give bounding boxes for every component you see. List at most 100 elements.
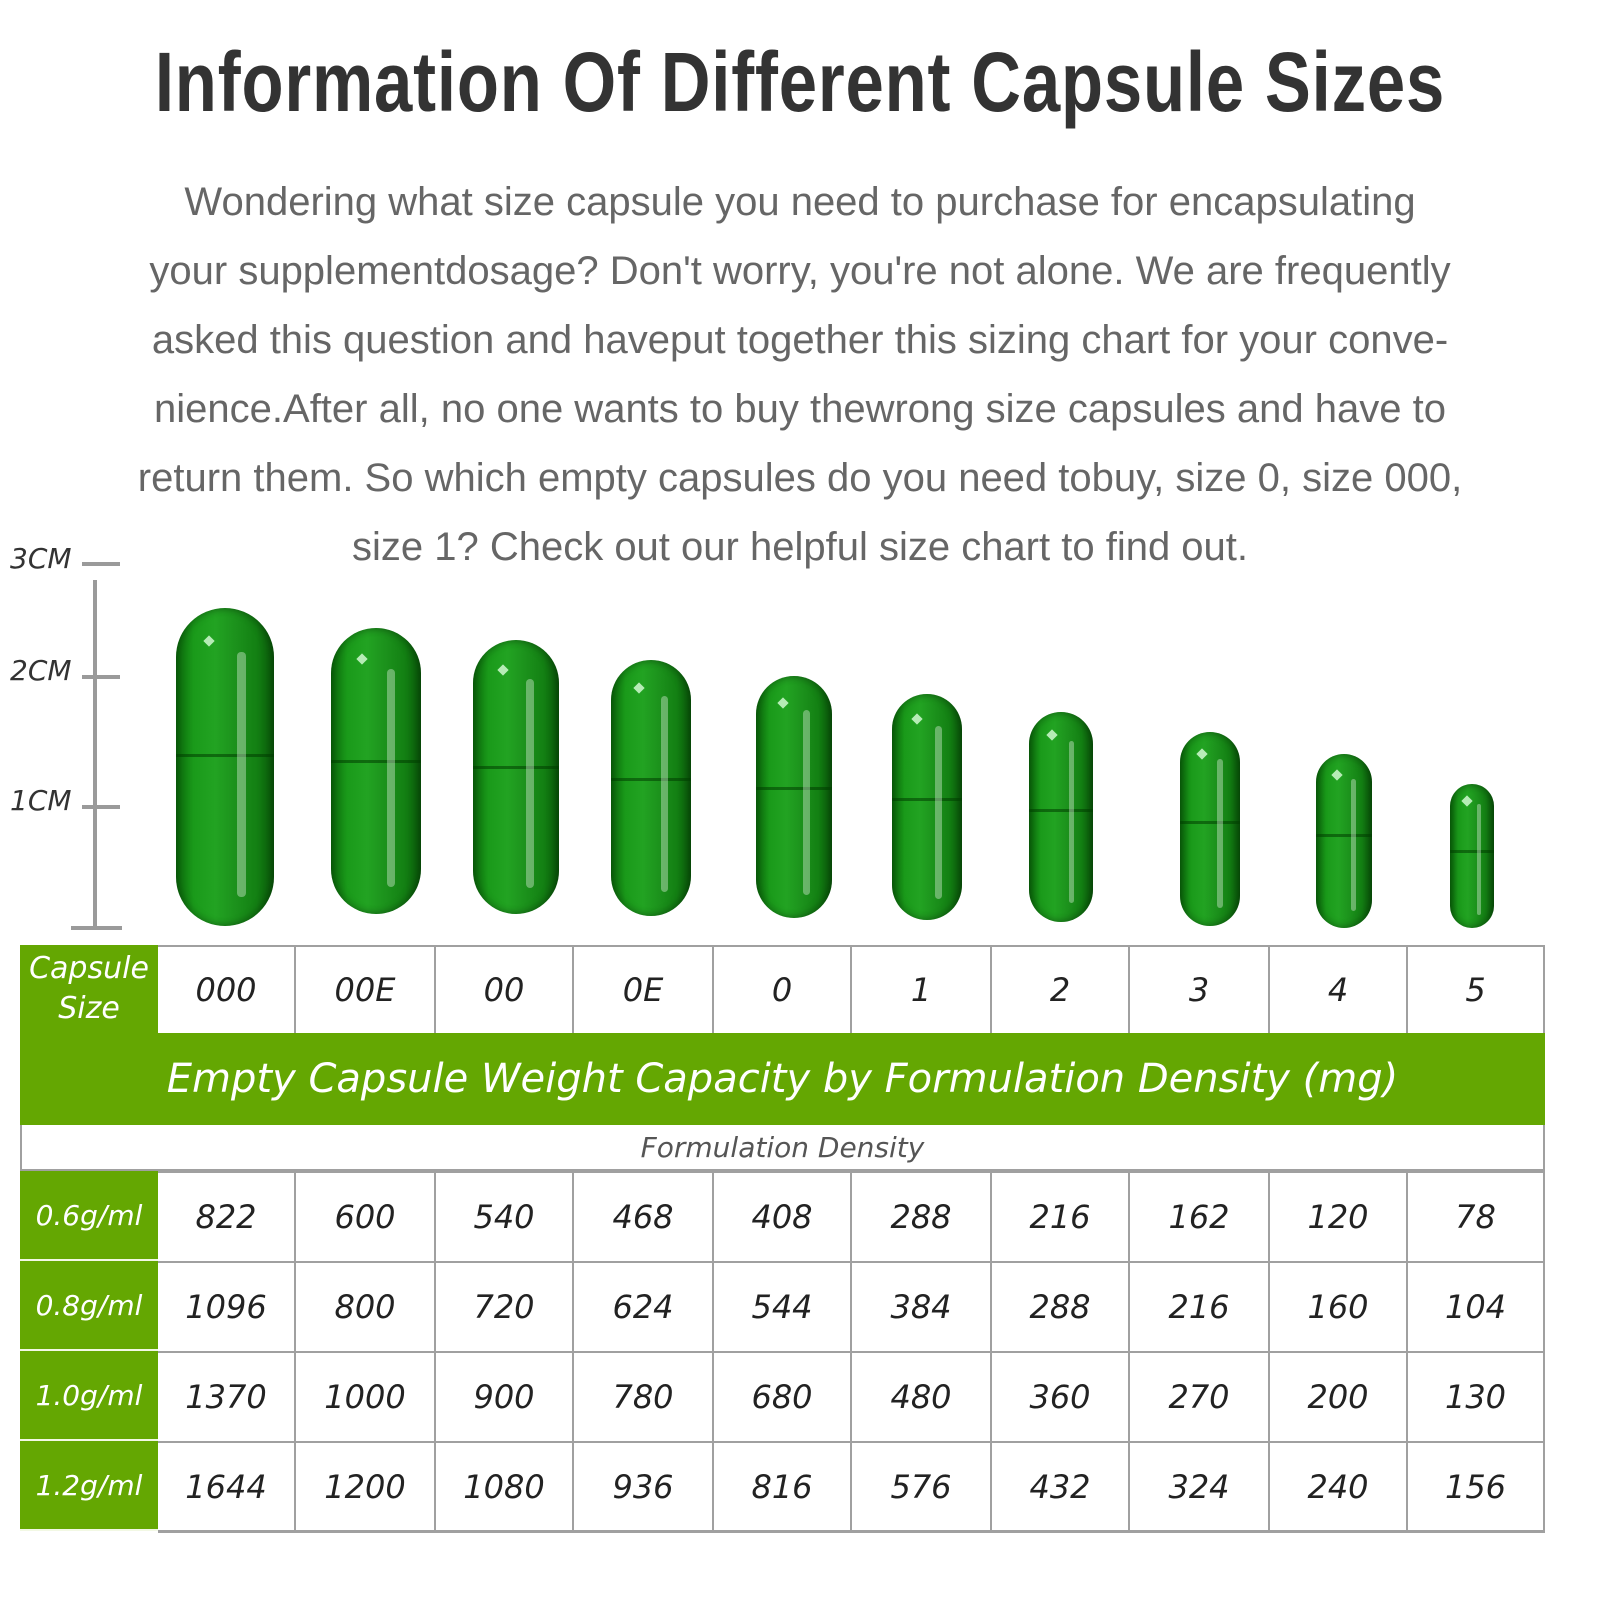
size-cell: 2 [992, 945, 1130, 1033]
capacity-cell: 360 [992, 1351, 1130, 1441]
capsule-glint [356, 653, 368, 665]
ruler-tick-2cm [82, 675, 120, 679]
capacity-cell: 800 [296, 1261, 436, 1351]
capacity-cell: 1000 [296, 1351, 436, 1441]
size-cell: 00E [296, 945, 436, 1033]
capsule-size-row: Capsule Size 000 00E 00 0E 0 1 2 3 4 5 [20, 945, 1545, 1033]
capacity-cell: 780 [574, 1351, 714, 1441]
capsule-size-5 [1450, 784, 1494, 928]
capacity-cell: 162 [1130, 1171, 1270, 1261]
size-cell: 0E [574, 945, 714, 1033]
capsule-glint [497, 664, 509, 676]
capsule-seam [611, 778, 691, 781]
capsule-seam [1450, 850, 1494, 853]
capsule-glint [203, 635, 216, 647]
capacity-cell: 480 [852, 1351, 992, 1441]
capacity-cell: 78 [1408, 1171, 1545, 1261]
capsule-glint [1046, 729, 1058, 741]
capacity-cell: 408 [714, 1171, 852, 1261]
capsule-highlight [1068, 741, 1075, 903]
capsule-seam [331, 760, 421, 763]
capsule-glint [777, 697, 789, 709]
capacity-cell: 200 [1270, 1351, 1408, 1441]
intro-line: asked this question and haveput together… [151, 318, 1449, 362]
capacity-cell: 1370 [158, 1351, 296, 1441]
capacity-cell: 156 [1408, 1441, 1545, 1531]
size-header-line: Size [58, 991, 120, 1026]
capsule-highlight [1350, 779, 1356, 911]
capacity-cell: 680 [714, 1351, 852, 1441]
capsule-seam [1180, 821, 1240, 824]
size-cell: 4 [1270, 945, 1408, 1033]
ruler-tick-1cm [82, 805, 120, 809]
ruler-base [71, 926, 122, 930]
ruler-label-3cm: 3CM [10, 542, 72, 575]
intro-line: Wondering what size capsule you need to … [184, 180, 1416, 224]
density-label: 1.0g/ml [20, 1351, 158, 1441]
capacity-cell: 1200 [296, 1441, 436, 1531]
intro-paragraph: Wondering what size capsule you need to … [30, 168, 1570, 582]
capsule-highlight [1477, 804, 1482, 915]
capacity-cell: 720 [436, 1261, 574, 1351]
formulation-density-subheader: Formulation Density [20, 1125, 1545, 1171]
capsule-highlight [935, 726, 942, 899]
capacity-cell: 324 [1130, 1441, 1270, 1531]
capsule-highlight [526, 679, 535, 888]
capsule-size-000 [176, 608, 274, 926]
density-label: 0.6g/ml [20, 1171, 158, 1261]
size-cell: 0 [714, 945, 852, 1033]
capsule-size-0E [611, 660, 691, 916]
ruler-label-2cm: 2CM [10, 654, 72, 687]
capsule-seam [1316, 834, 1372, 837]
capsule-glint [1461, 795, 1473, 807]
capacity-cell: 1080 [436, 1441, 574, 1531]
capacity-cell: 822 [158, 1171, 296, 1261]
capacity-cell: 816 [714, 1441, 852, 1531]
capsule-size-2 [1029, 712, 1093, 922]
capsule-highlight [386, 669, 395, 887]
capacity-cell: 936 [574, 1441, 714, 1531]
capsule-highlight [236, 652, 246, 897]
capacity-cell: 576 [852, 1441, 992, 1531]
capsule-glint [911, 713, 923, 725]
capsule-highlight [660, 696, 668, 892]
capacity-cell: 104 [1408, 1261, 1545, 1351]
intro-line: size 1? Check out our helpful size chart… [351, 525, 1249, 569]
ruler-tick-3cm [82, 562, 120, 566]
capacity-cell: 240 [1270, 1441, 1408, 1531]
intro-line: your supplementdosage? Don't worry, you'… [149, 249, 1451, 293]
capsule-seam [756, 787, 832, 790]
size-cell: 00 [436, 945, 574, 1033]
capsule-seam [1029, 809, 1093, 812]
size-cell: 1 [852, 945, 992, 1033]
capsule-size-4 [1316, 754, 1372, 928]
size-ruler: 3CM 2CM 1CM [0, 542, 130, 940]
ruler-axis [93, 580, 97, 928]
capsule-seam [176, 754, 274, 757]
capacity-cell: 600 [296, 1171, 436, 1261]
capsule-seam [892, 798, 962, 801]
capsule-glint [1196, 748, 1208, 760]
capsule-size-0 [756, 676, 832, 918]
capsule-highlight [803, 710, 810, 895]
capsule-glint [633, 682, 645, 694]
capacity-banner: Empty Capsule Weight Capacity by Formula… [20, 1033, 1545, 1125]
capsule-size-00E [331, 628, 421, 914]
capacity-cell: 288 [852, 1171, 992, 1261]
capsule-size-header: Capsule Size [20, 945, 158, 1033]
capacity-cell: 468 [574, 1171, 714, 1261]
capacity-cell: 540 [436, 1171, 574, 1261]
capsule-size-00 [473, 640, 559, 914]
intro-line: return them. So which empty capsules do … [137, 456, 1463, 500]
capacity-cell: 624 [574, 1261, 714, 1351]
capacity-cell: 160 [1270, 1261, 1408, 1351]
capsule-seam [473, 766, 559, 769]
size-cell: 3 [1130, 945, 1270, 1033]
density-label: 1.2g/ml [20, 1441, 158, 1531]
size-cell: 5 [1408, 945, 1545, 1033]
capacity-cell: 270 [1130, 1351, 1270, 1441]
capacity-cell: 1096 [158, 1261, 296, 1351]
ruler-label-1cm: 1CM [10, 784, 72, 817]
capacity-cell: 130 [1408, 1351, 1545, 1441]
capacity-cell: 384 [852, 1261, 992, 1351]
